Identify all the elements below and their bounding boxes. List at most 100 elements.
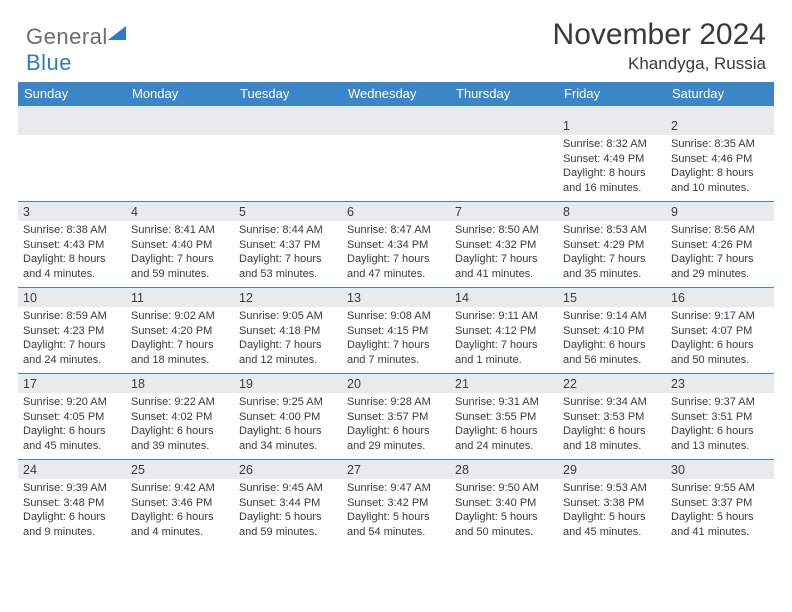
day-detail-line [347,152,445,167]
day-details: Sunrise: 9:02 AMSunset: 4:20 PMDaylight:… [126,307,234,374]
week-detail-row: Sunrise: 8:59 AMSunset: 4:23 PMDaylight:… [18,307,774,374]
day-detail-line: and 34 minutes. [239,439,337,454]
day-detail-line: Sunset: 4:02 PM [131,410,229,425]
day-detail-line: and 56 minutes. [563,353,661,368]
dow-thursday: Thursday [450,82,558,106]
day-detail-line: Sunset: 3:44 PM [239,496,337,511]
week-daynum-row: 12 [18,116,774,135]
day-details: Sunrise: 8:50 AMSunset: 4:32 PMDaylight:… [450,221,558,288]
day-detail-line: Sunrise: 9:39 AM [23,481,121,496]
day-details: Sunrise: 9:45 AMSunset: 3:44 PMDaylight:… [234,479,342,545]
day-number: 20 [342,374,450,394]
day-details: Sunrise: 9:37 AMSunset: 3:51 PMDaylight:… [666,393,774,460]
day-detail-line: and 59 minutes. [131,267,229,282]
day-details: Sunrise: 9:14 AMSunset: 4:10 PMDaylight:… [558,307,666,374]
day-detail-line: Sunset: 4:46 PM [671,152,769,167]
day-number: 18 [126,374,234,394]
day-detail-line: and 10 minutes. [671,181,769,196]
day-number: 23 [666,374,774,394]
day-detail-line [239,137,337,152]
week-daynum-row: 24252627282930 [18,460,774,480]
day-detail-line: Daylight: 7 hours [563,252,661,267]
day-detail-line: Sunset: 3:40 PM [455,496,553,511]
day-detail-line: Sunrise: 9:42 AM [131,481,229,496]
day-detail-line: Sunset: 4:23 PM [23,324,121,339]
day-number: 21 [450,374,558,394]
brand-text: General Blue [26,24,126,76]
day-number [342,116,450,135]
day-detail-line [455,152,553,167]
dow-wednesday: Wednesday [342,82,450,106]
day-detail-line: Daylight: 7 hours [239,252,337,267]
brand-logo: General Blue [18,18,126,76]
day-number [18,116,126,135]
day-detail-line [347,181,445,196]
day-number: 24 [18,460,126,480]
day-details: Sunrise: 9:28 AMSunset: 3:57 PMDaylight:… [342,393,450,460]
location-label: Khandyga, Russia [553,54,766,74]
day-detail-line: Sunrise: 8:44 AM [239,223,337,238]
day-detail-line: Sunrise: 8:35 AM [671,137,769,152]
day-detail-line: Sunset: 4:12 PM [455,324,553,339]
day-detail-line: Sunset: 3:48 PM [23,496,121,511]
dow-monday: Monday [126,82,234,106]
week-detail-row: Sunrise: 9:39 AMSunset: 3:48 PM Daylight:… [18,479,774,545]
day-detail-line [347,166,445,181]
day-number: 1 [558,116,666,135]
day-detail-line: Sunset: 3:46 PM [131,496,229,511]
day-detail-line: Sunset: 3:38 PM [563,496,661,511]
day-detail-line: Daylight: 5 hours [563,510,661,525]
day-detail-line: Daylight: 5 hours [455,510,553,525]
day-detail-line: and 24 minutes. [455,439,553,454]
day-detail-line: and 7 minutes. [347,353,445,368]
dow-sunday: Sunday [18,82,126,106]
day-details: Sunrise: 9:17 AMSunset: 4:07 PMDaylight:… [666,307,774,374]
day-details: Sunrise: 9:05 AMSunset: 4:18 PMDaylight:… [234,307,342,374]
day-detail-line: Sunrise: 9:34 AM [563,395,661,410]
week-detail-row: Sunrise: 8:32 AMSunset: 4:49 PMDaylight:… [18,135,774,202]
day-detail-line: Sunset: 3:57 PM [347,410,445,425]
page-header: General Blue November 2024 Khandyga, Rus… [18,18,774,76]
day-detail-line: and 39 minutes. [131,439,229,454]
day-detail-line [23,152,121,167]
brand-part2: Blue [26,50,72,75]
day-detail-line: Sunrise: 9:11 AM [455,309,553,324]
day-detail-line: Daylight: 6 hours [347,424,445,439]
day-detail-line: and 4 minutes. [23,267,121,282]
day-detail-line: Sunrise: 9:22 AM [131,395,229,410]
day-detail-line [455,166,553,181]
day-detail-line: Daylight: 6 hours [563,424,661,439]
day-detail-line: and 53 minutes. [239,267,337,282]
day-detail-line: and 45 minutes. [23,439,121,454]
day-number: 27 [342,460,450,480]
day-detail-line: Daylight: 7 hours [455,338,553,353]
day-detail-line: and 18 minutes. [131,353,229,368]
day-detail-line: and 41 minutes. [455,267,553,282]
day-detail-line: Sunset: 3:55 PM [455,410,553,425]
day-detail-line [23,166,121,181]
day-detail-line: Sunset: 4:00 PM [239,410,337,425]
day-detail-line: Daylight: 6 hours [131,424,229,439]
day-detail-line: Sunrise: 9:25 AM [239,395,337,410]
day-details: Sunrise: 8:44 AMSunset: 4:37 PMDaylight:… [234,221,342,288]
day-detail-line: Daylight: 8 hours [671,166,769,181]
day-details: Sunrise: 9:47 AMSunset: 3:42 PMDaylight:… [342,479,450,545]
day-detail-line: Sunrise: 9:17 AM [671,309,769,324]
day-detail-line: and 9 minutes. [23,525,121,540]
day-detail-line: and 50 minutes. [455,525,553,540]
dow-tuesday: Tuesday [234,82,342,106]
day-detail-line [131,181,229,196]
day-details [234,135,342,202]
day-number: 14 [450,288,558,308]
day-detail-line: Sunrise: 9:45 AM [239,481,337,496]
day-details: Sunrise: 8:41 AMSunset: 4:40 PMDaylight:… [126,221,234,288]
title-block: November 2024 Khandyga, Russia [553,18,774,74]
day-detail-line: Daylight: 5 hours [239,510,337,525]
day-details: Sunrise: 8:47 AMSunset: 4:34 PMDaylight:… [342,221,450,288]
day-detail-line: Daylight: 7 hours [671,252,769,267]
day-detail-line: and 54 minutes. [347,525,445,540]
month-title: November 2024 [553,18,766,52]
day-number: 3 [18,202,126,222]
day-detail-line: Daylight: 6 hours [671,424,769,439]
day-detail-line: Daylight: 6 hours [239,424,337,439]
